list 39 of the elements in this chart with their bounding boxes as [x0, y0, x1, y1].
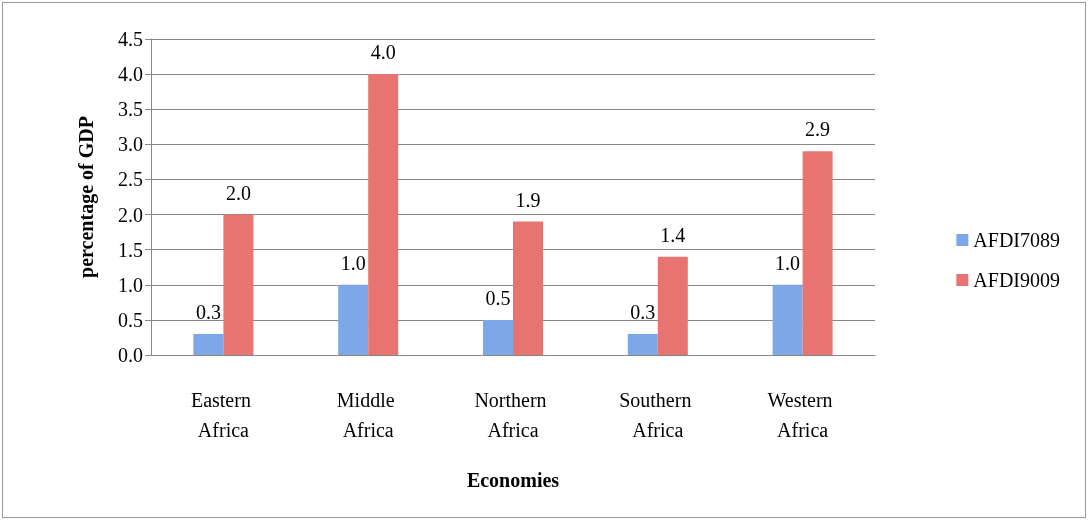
- y-tick-label: 0.0: [118, 344, 143, 366]
- data-label: 1.0: [340, 251, 366, 274]
- bar: [368, 74, 399, 355]
- y-tick-label: 0.5: [118, 308, 143, 331]
- y-tick-label: 3.5: [118, 98, 143, 121]
- x-tick-label: Southern Africa: [619, 389, 697, 441]
- bar: [657, 256, 688, 355]
- y-tick-label: 1.5: [118, 238, 143, 261]
- bar: [483, 319, 513, 355]
- y-tick-label: 2.5: [118, 168, 143, 191]
- bar: [193, 333, 224, 355]
- x-tick-label: Middle Africa: [336, 389, 400, 441]
- y-tick-label: 1.0: [118, 273, 143, 296]
- x-axis-title: Economies: [466, 469, 560, 491]
- bar: [772, 284, 803, 355]
- bar: [338, 284, 369, 355]
- data-label: 1.4: [660, 223, 686, 246]
- bar: [627, 333, 658, 355]
- data-label: 1.9: [515, 188, 541, 211]
- data-label: 0.3: [630, 300, 656, 323]
- y-axis-title: percentage of GDP: [75, 116, 98, 278]
- bar: [802, 151, 833, 355]
- y-tick-label: 3.0: [118, 133, 143, 156]
- x-tick-label: Northern Africa: [474, 389, 552, 441]
- data-label: 0.5: [485, 286, 511, 309]
- legend-label: AFDI9009: [973, 269, 1060, 291]
- data-label: 2.9: [805, 118, 831, 141]
- y-tick-label: 2.0: [118, 203, 143, 226]
- legend-label: AFDI7089: [973, 229, 1060, 251]
- bar: [513, 221, 543, 355]
- bar: [223, 214, 254, 355]
- data-label: 0.3: [195, 300, 221, 323]
- data-label: 4.0: [370, 41, 396, 64]
- y-tick-label: 4.5: [118, 28, 143, 50]
- y-tick-label: 4.0: [118, 63, 143, 86]
- x-tick-label: Eastern Africa: [190, 389, 256, 441]
- data-label: 1.0: [775, 251, 801, 274]
- x-tick-label: Western Africa: [767, 389, 838, 441]
- data-label: 2.0: [225, 181, 251, 204]
